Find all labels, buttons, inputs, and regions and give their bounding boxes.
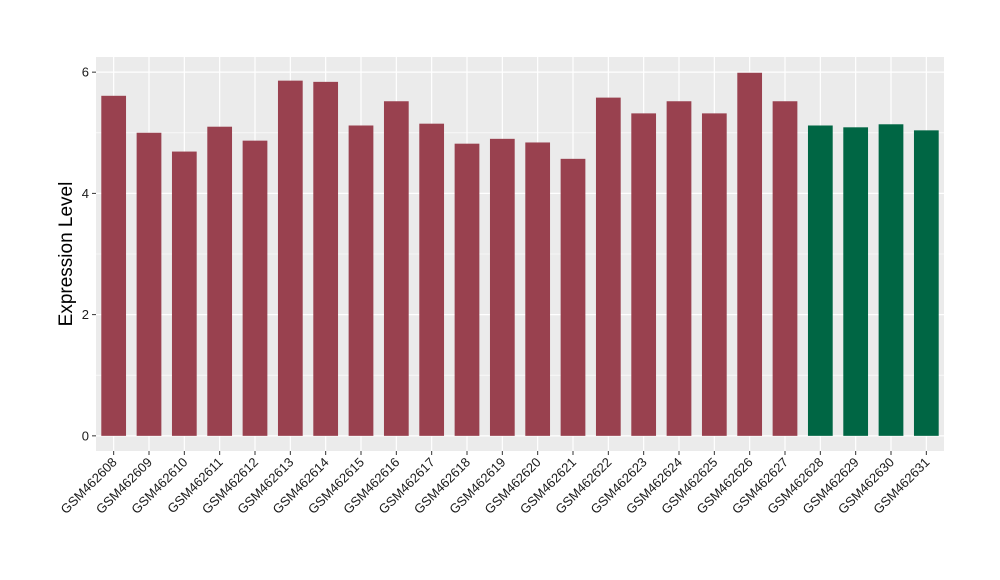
bar-GSM462614 — [313, 81, 339, 436]
bar-GSM462608 — [101, 95, 127, 436]
bar-GSM462629 — [843, 127, 869, 436]
bar-GSM462610 — [171, 151, 197, 436]
bar-GSM462611 — [207, 126, 233, 436]
bar-GSM462615 — [348, 125, 374, 436]
y-tick-label: 2 — [82, 307, 89, 322]
bar-GSM462631 — [913, 130, 939, 436]
x-axis: GSM462608GSM462609GSM462610GSM462611GSM4… — [58, 451, 932, 517]
bar-GSM462630 — [878, 124, 904, 436]
bar-GSM462618 — [454, 143, 480, 436]
bar-GSM462619 — [489, 138, 515, 436]
bar-GSM462621 — [560, 158, 586, 436]
bar-GSM462612 — [242, 140, 268, 436]
y-axis-title: Expression Level — [56, 182, 77, 327]
y-tick-label: 4 — [82, 186, 89, 201]
y-tick-label: 0 — [82, 428, 89, 443]
bar-GSM462626 — [737, 72, 763, 436]
bar-GSM462624 — [666, 101, 692, 436]
y-axis: 0 2 4 6 — [82, 65, 96, 443]
bar-GSM462613 — [277, 80, 303, 436]
bar-GSM462628 — [807, 125, 833, 436]
bar-GSM462620 — [525, 142, 551, 436]
bar-GSM462627 — [772, 101, 798, 436]
bar-GSM462622 — [595, 97, 621, 436]
bar-GSM462623 — [631, 113, 657, 436]
bar-GSM462609 — [136, 132, 162, 436]
y-tick-label: 6 — [82, 65, 89, 80]
bar-GSM462617 — [419, 123, 445, 436]
bars — [101, 72, 939, 436]
bar-GSM462625 — [701, 113, 727, 436]
bar-GSM462616 — [383, 101, 409, 436]
